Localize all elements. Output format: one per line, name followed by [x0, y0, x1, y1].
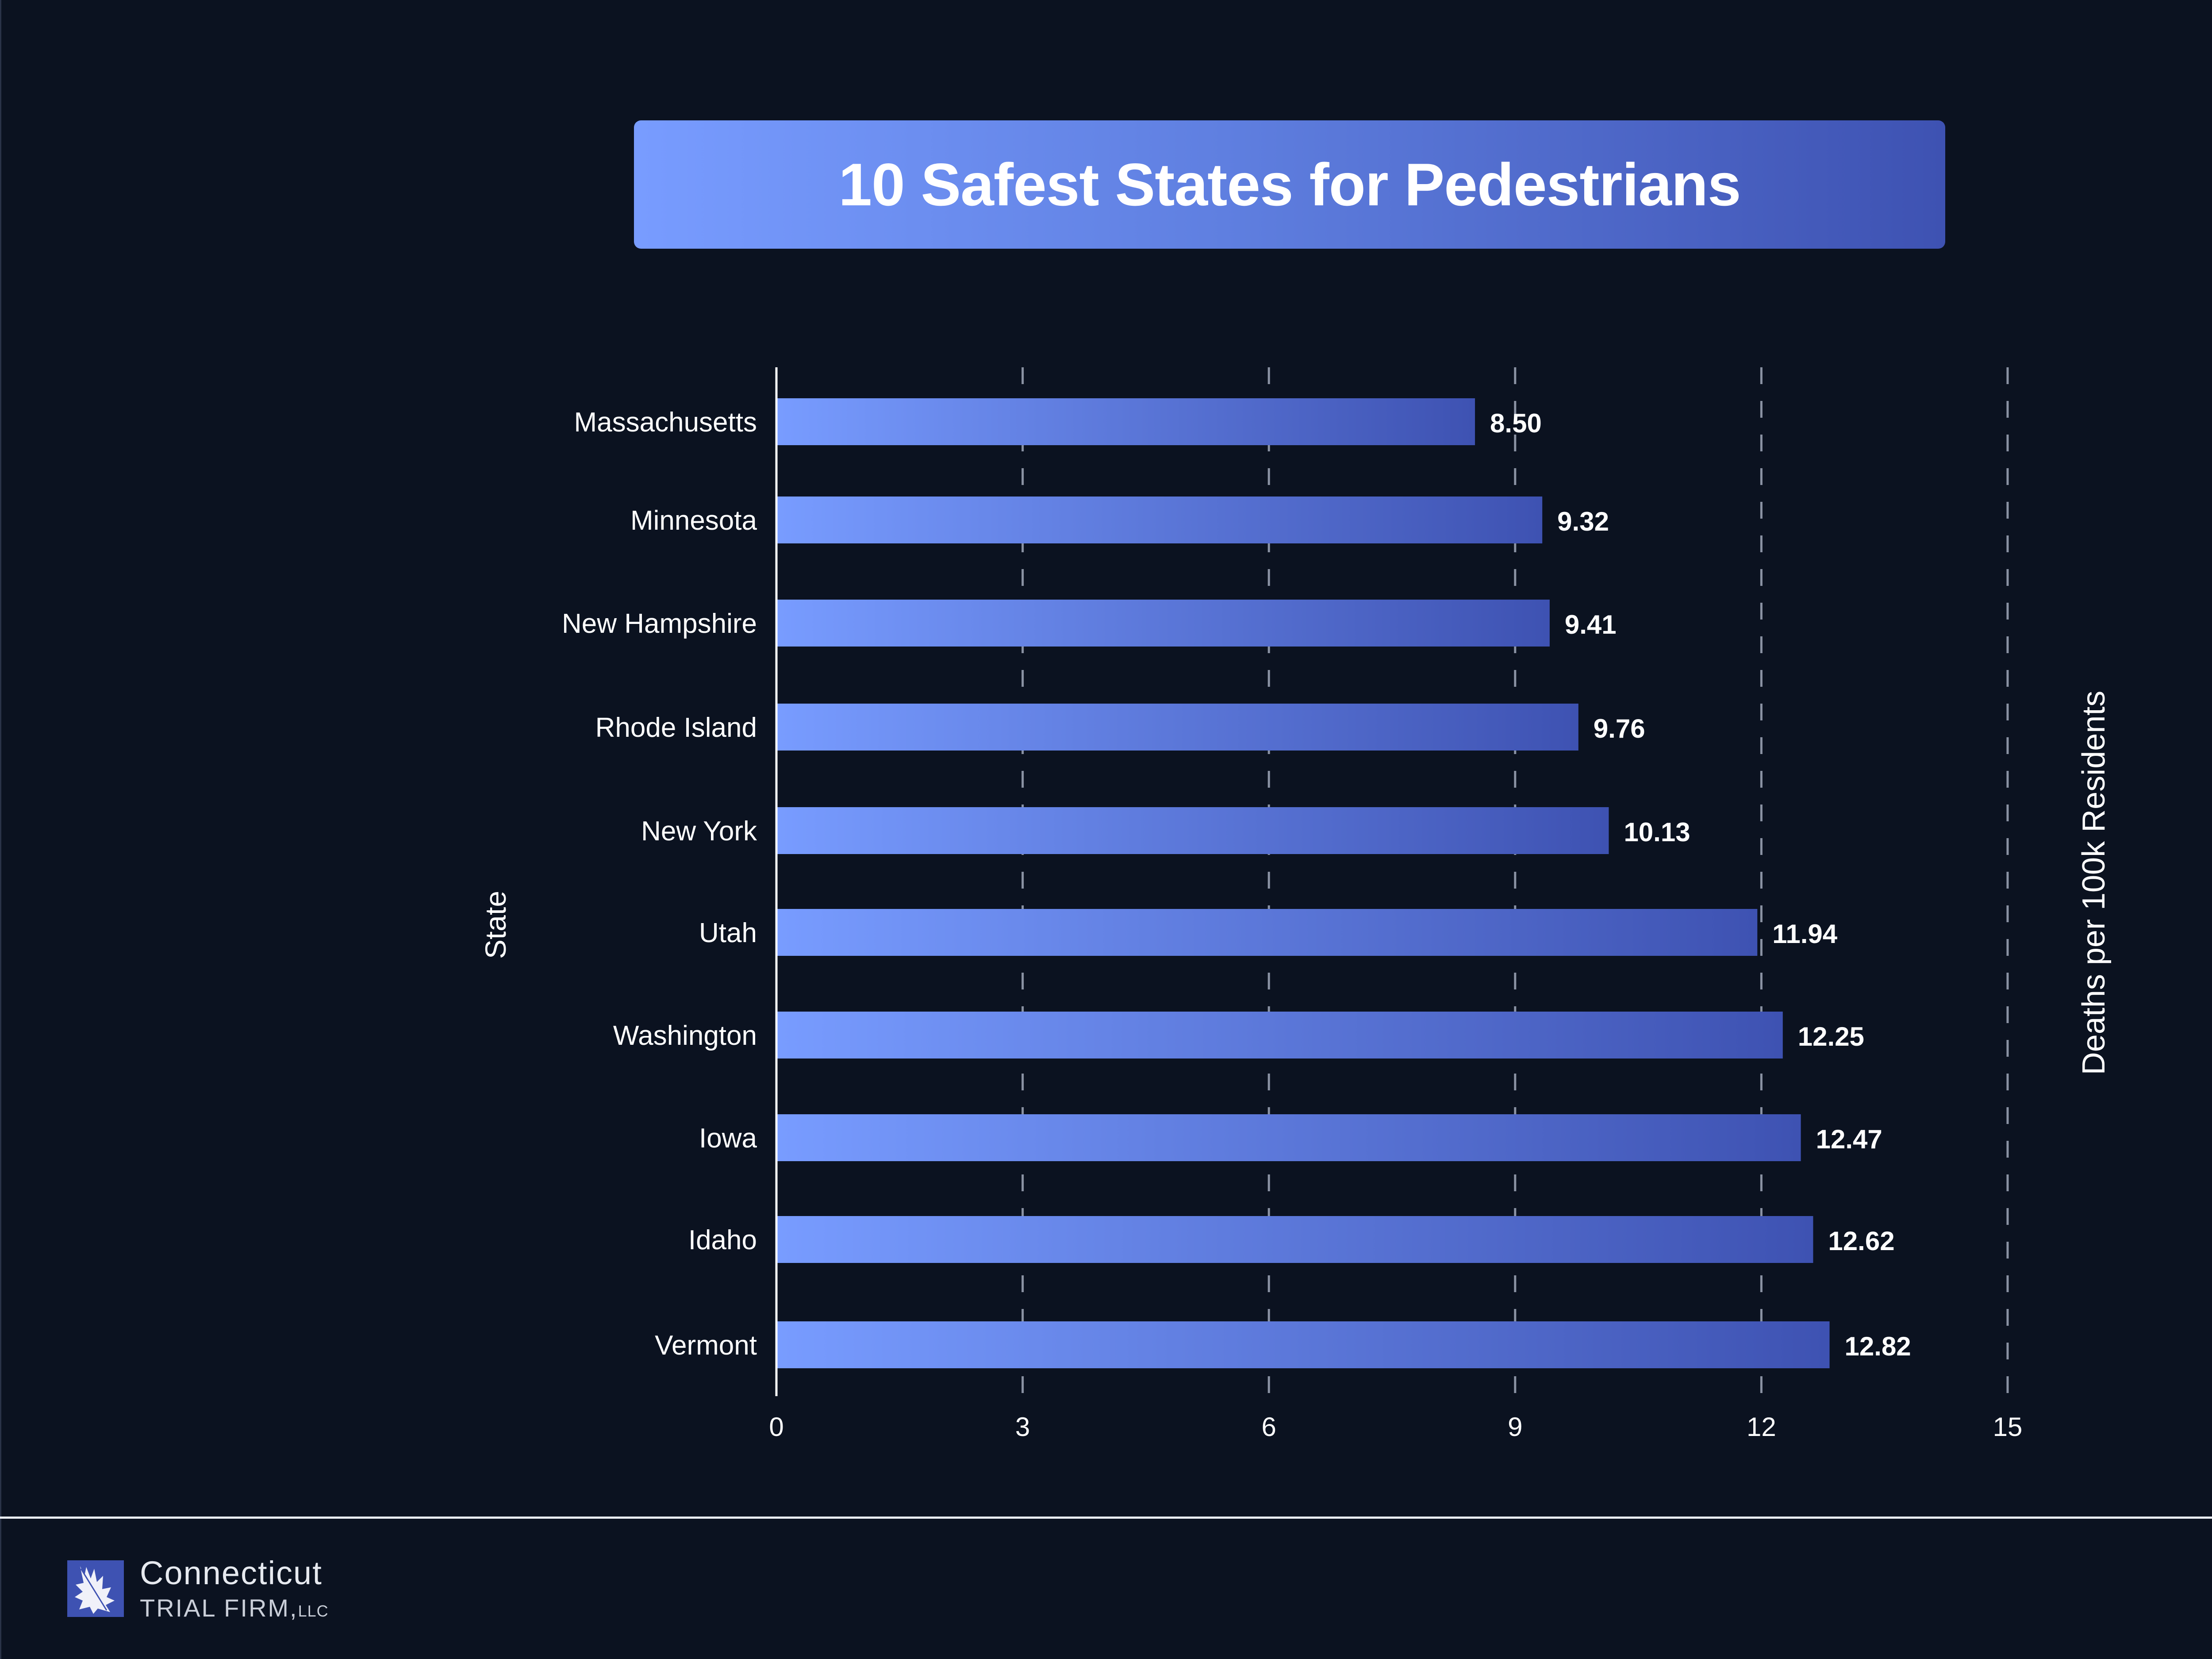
data-label: 9.41 [1565, 610, 1617, 639]
category-label: Rhode Island [595, 712, 757, 743]
bar-rhode-island [777, 704, 1578, 751]
bar-new-hampshire [777, 600, 1550, 647]
bar-minnesota [777, 497, 1543, 543]
category-label: Idaho [688, 1225, 757, 1255]
chart-title: 10 Safest States for Pedestrians [838, 151, 1741, 218]
bar-new-york [777, 807, 1609, 854]
data-label: 12.62 [1828, 1226, 1894, 1256]
category-label: Utah [699, 918, 757, 948]
footer-divider [0, 1517, 2212, 1519]
bar-utah [777, 909, 1758, 956]
labels: 0 3 6 9 12 15 Massachusetts 8.50 Minnesota 9.32 Ne… [562, 407, 2022, 1442]
x-tick-label: 9 [1508, 1412, 1522, 1442]
data-label: 9.76 [1594, 714, 1645, 743]
category-label: New Hampshire [562, 608, 757, 639]
data-label: 12.25 [1798, 1022, 1864, 1051]
brand-sub-text: TRIAL FIRM, [140, 1594, 298, 1622]
data-label: 9.32 [1557, 507, 1609, 536]
bar-massachusetts [777, 398, 1475, 445]
brand-suffix: LLC [298, 1602, 329, 1620]
x-tick-label: 12 [1747, 1412, 1776, 1442]
title-banner: 10 Safest States for Pedestrians [634, 120, 1945, 249]
brand-logo-block[interactable]: Connecticut TRIAL FIRM,LLC [67, 1557, 329, 1621]
data-label: 12.47 [1816, 1124, 1882, 1154]
y-axis-title: State [479, 890, 512, 959]
brand-name: Connecticut [140, 1555, 323, 1591]
category-label: Iowa [699, 1123, 757, 1154]
x-tick-label: 0 [769, 1412, 783, 1442]
data-label: 8.50 [1490, 408, 1542, 438]
bar-iowa [777, 1114, 1801, 1161]
category-label: Minnesota [630, 505, 757, 536]
bar-idaho [777, 1216, 1813, 1263]
data-label: 11.94 [1772, 919, 1837, 949]
x-tick-label: 6 [1262, 1412, 1276, 1442]
bar-washington [777, 1012, 1783, 1059]
bar-chart: 0 3 6 9 12 15 Massachusetts 8.50 Minnesota 9.32 Ne… [562, 367, 2022, 1442]
x-tick-label: 15 [1993, 1412, 2023, 1442]
category-label: New York [641, 816, 757, 847]
x-axis-title: Deaths per 100k Residents [2076, 690, 2112, 1075]
brand-subtitle: TRIAL FIRM,LLC [140, 1596, 329, 1621]
category-label: Massachusetts [574, 407, 757, 438]
oak-leaf-icon [67, 1560, 124, 1617]
data-label: 10.13 [1624, 817, 1690, 847]
category-label: Washington [613, 1020, 757, 1051]
data-label: 12.82 [1845, 1332, 1911, 1361]
x-tick-label: 3 [1015, 1412, 1030, 1442]
bar-vermont [777, 1321, 1830, 1368]
bars [777, 398, 1830, 1368]
category-label: Vermont [655, 1330, 757, 1361]
